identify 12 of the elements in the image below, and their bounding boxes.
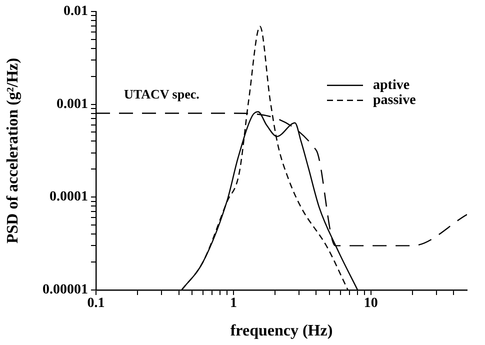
y-tick-label: 0.001 (56, 96, 88, 112)
y-tick-label: 0.0001 (50, 190, 88, 205)
y-tick-label: 0.01 (64, 4, 88, 20)
legend-label: passive (373, 93, 416, 108)
x-tick-label: 10 (364, 296, 378, 312)
x-tick-label: 1 (230, 296, 237, 312)
x-tick-label: 0.1 (87, 296, 105, 312)
x-axis-title: frequency (Hz) (230, 322, 333, 340)
annotation: UTACV spec. (124, 86, 200, 102)
legend-label: aptive (373, 78, 410, 94)
y-tick-label: 0.00001 (42, 282, 88, 298)
y-axis-title: PSD of acceleration (g²/Hz) (4, 58, 22, 244)
